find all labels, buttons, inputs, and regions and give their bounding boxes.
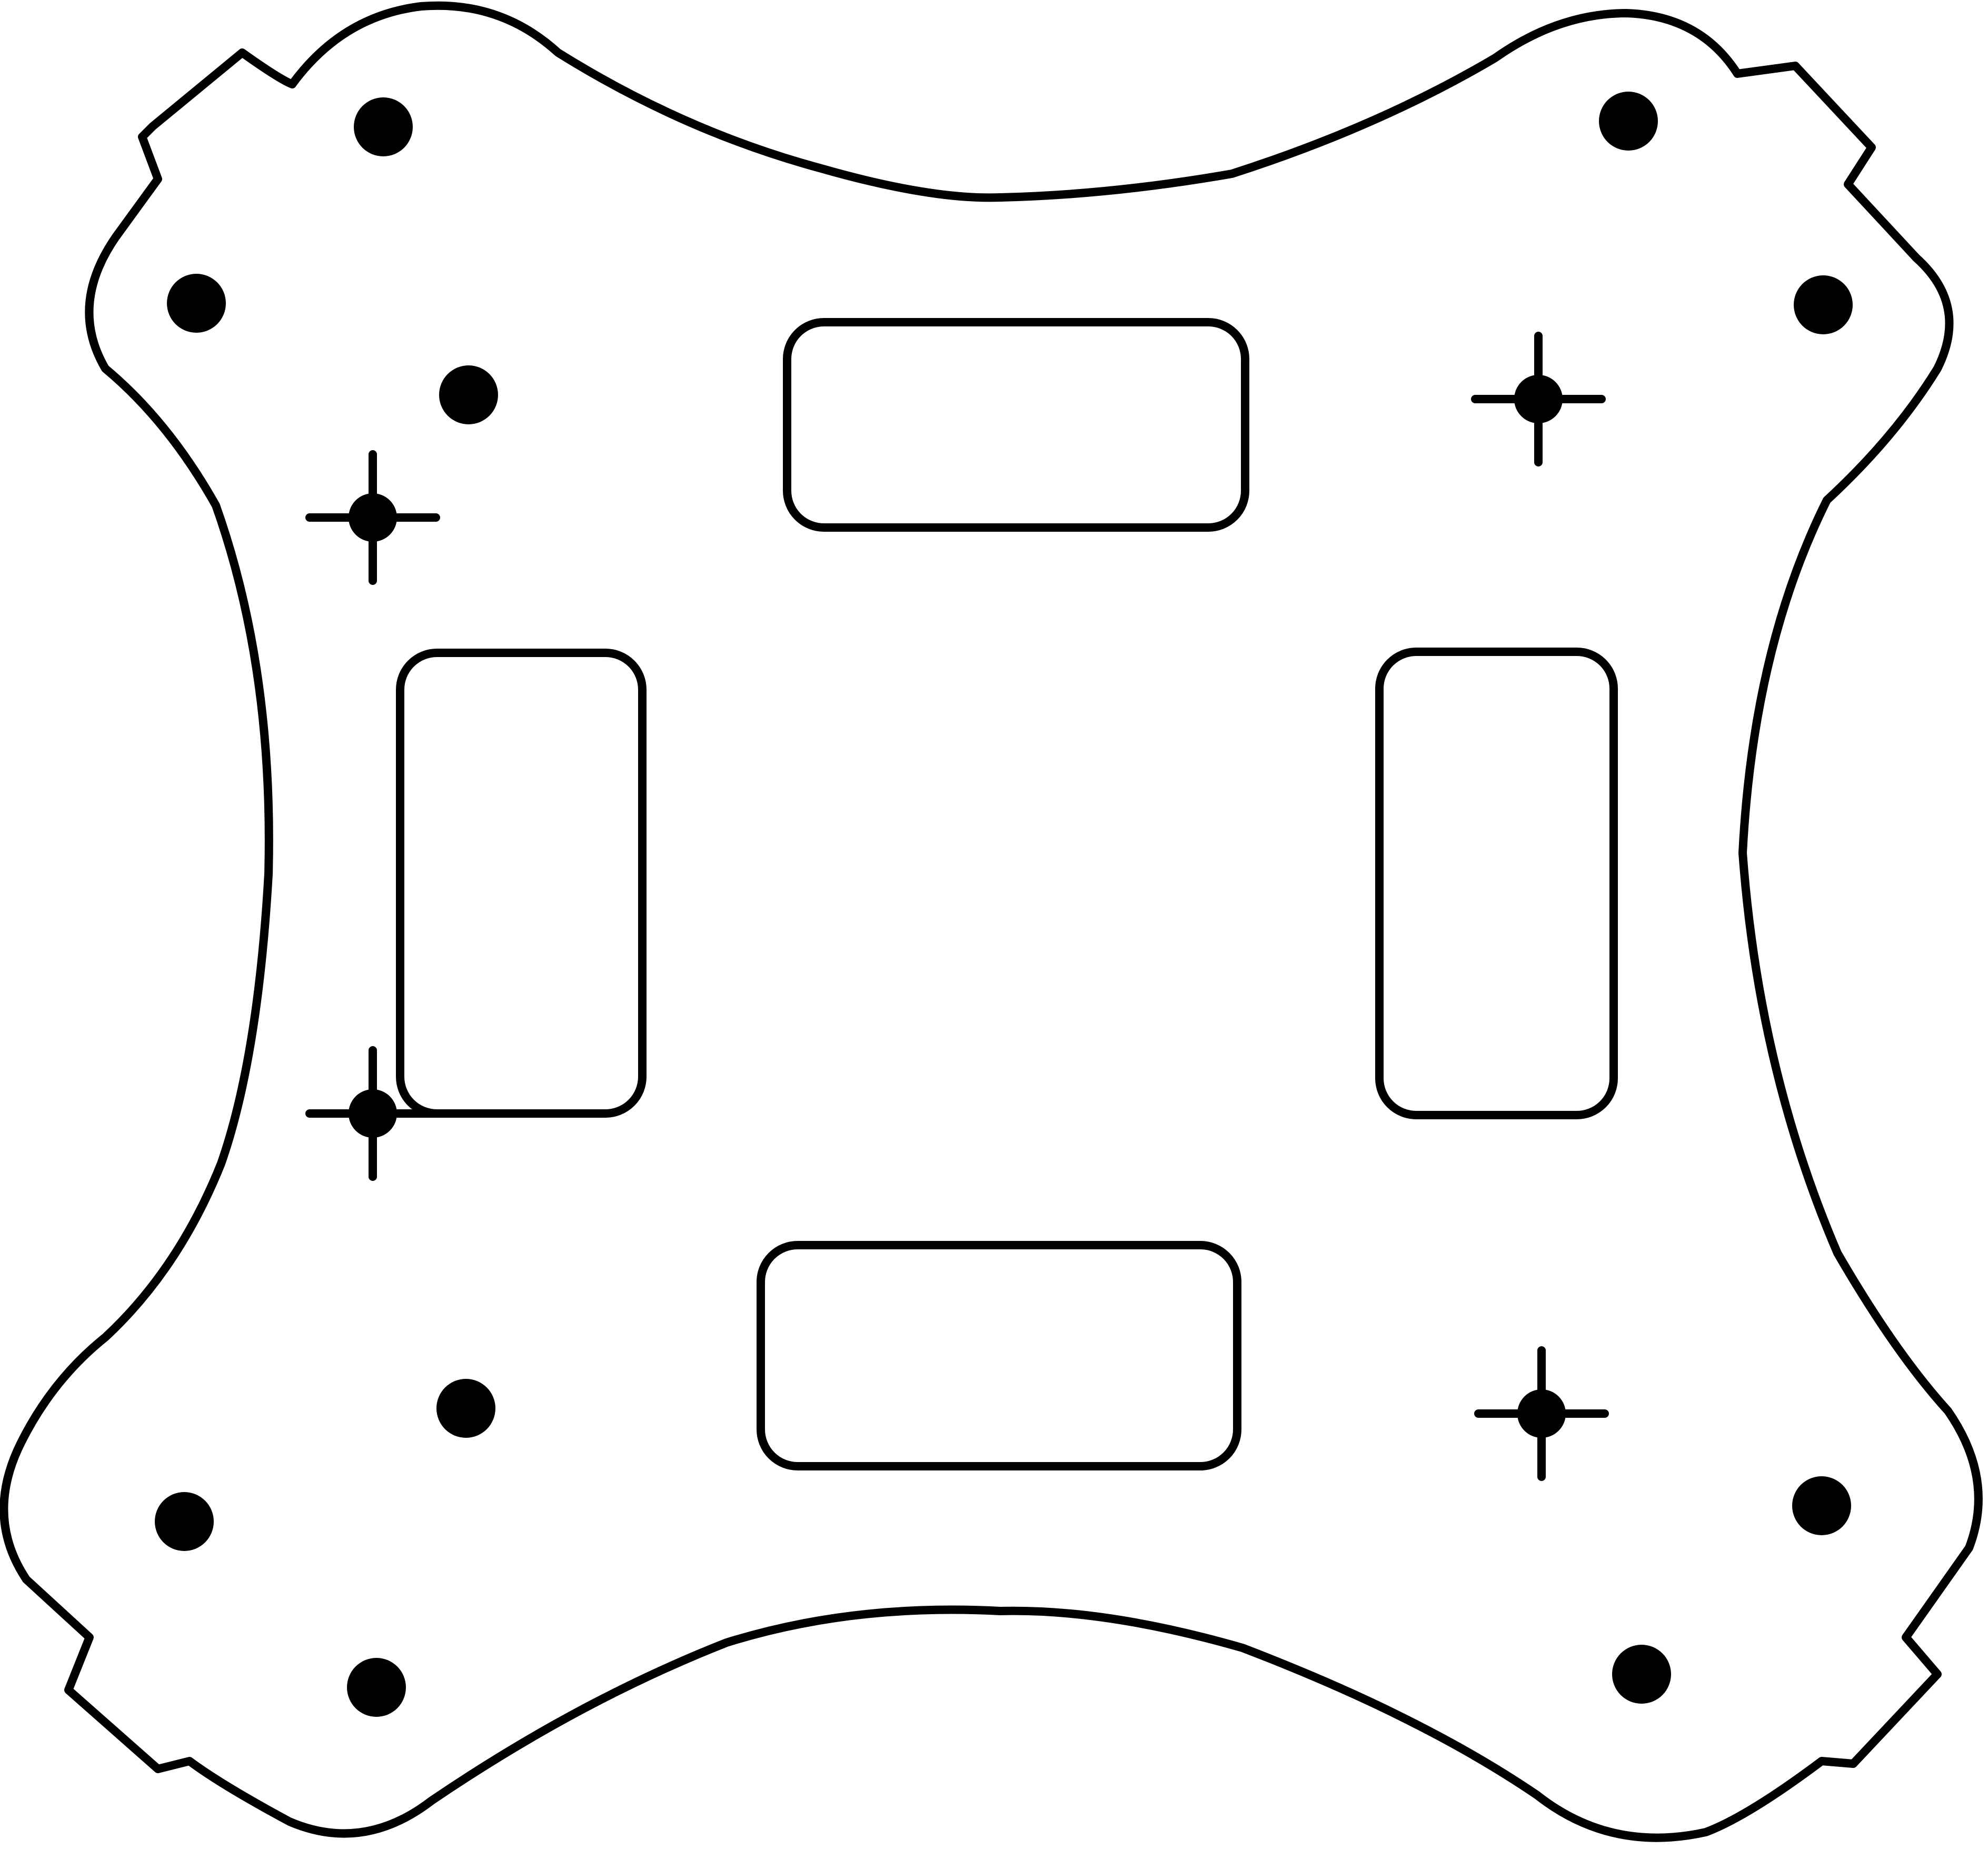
mounting-hole [1794,275,1853,334]
cross-mount [1471,332,1606,466]
cross-mount [1474,1346,1609,1481]
mounting-hole [1612,1645,1671,1704]
mounting-hole [1599,92,1658,151]
mounting-hole [1792,1476,1851,1535]
mounting-hole [436,1379,495,1438]
mounting-hole [155,1492,214,1551]
cutout-right [1375,648,1618,1119]
mounting-holes [155,92,1853,1717]
cutout-bottom [757,1241,1241,1470]
cutout-left [396,649,647,1118]
mounting-hole [439,365,498,424]
cross-mount [305,450,440,585]
cross-mount [305,1046,440,1181]
mounting-hole [354,97,413,156]
cutout-top [783,318,1249,532]
mounting-hole [347,1658,406,1717]
mounting-hole [167,274,226,333]
cross-mounts [305,332,1609,1481]
